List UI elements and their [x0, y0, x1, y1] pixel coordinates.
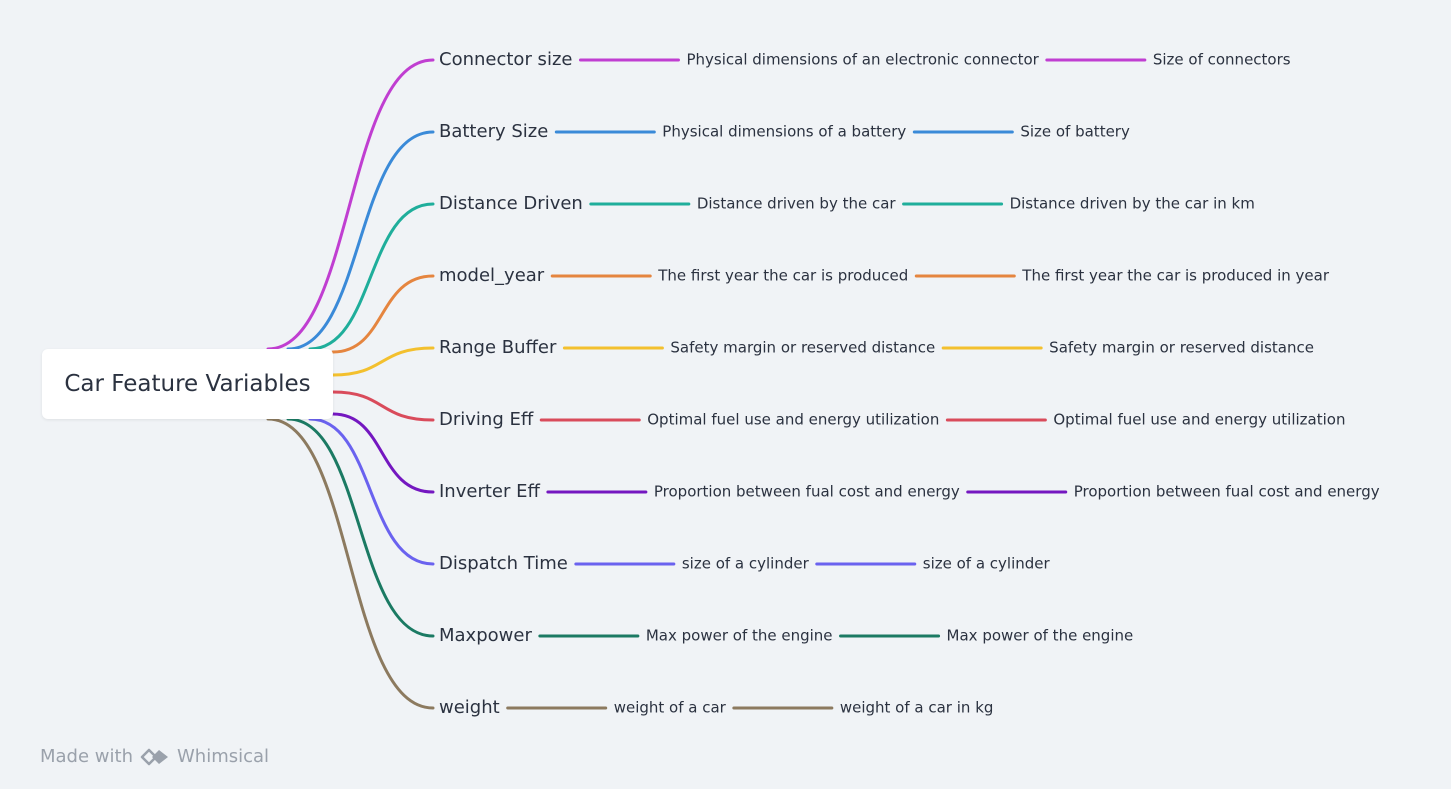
- made-with-label: Made with: [40, 746, 133, 767]
- branch-node[interactable]: weight: [439, 697, 500, 718]
- branch-leaf-node[interactable]: Safety margin or reserved distance: [1049, 338, 1314, 357]
- root-node[interactable]: Car Feature Variables: [42, 349, 333, 419]
- branch-connector: [266, 58, 435, 351]
- branch-node[interactable]: Distance Driven: [439, 193, 583, 214]
- branch-detail-node[interactable]: Physical dimensions of an electronic con…: [686, 50, 1039, 69]
- branch-leaf-node[interactable]: Max power of the engine: [946, 626, 1134, 645]
- branch-node[interactable]: Driving Eff: [439, 409, 534, 430]
- made-with-whimsical-badge[interactable]: Made with Whimsical: [40, 746, 269, 767]
- branch-connector: [331, 412, 435, 494]
- branch-connector: [286, 417, 435, 638]
- branch-node[interactable]: Maxpower: [439, 625, 532, 646]
- branch-node[interactable]: Battery Size: [439, 121, 549, 142]
- branch-detail-node[interactable]: Physical dimensions of a battery: [662, 122, 907, 141]
- branch-detail-node[interactable]: Distance driven by the car: [696, 194, 896, 213]
- branch-detail-node[interactable]: Max power of the engine: [645, 626, 833, 645]
- whimsical-logo-icon: [140, 748, 168, 765]
- branch-leaf-node[interactable]: Distance driven by the car in km: [1009, 194, 1255, 213]
- branch-node[interactable]: Inverter Eff: [439, 481, 540, 502]
- branch-connector: [308, 202, 435, 351]
- branch-connector: [331, 346, 435, 377]
- whimsical-brand-label: Whimsical: [176, 746, 270, 767]
- branch-node[interactable]: Range Buffer: [439, 337, 557, 358]
- branch-connector: [331, 274, 435, 354]
- branch-leaf-node[interactable]: Optimal fuel use and energy utilization: [1053, 410, 1346, 429]
- branch-detail-node[interactable]: The first year the car is produced: [658, 266, 909, 285]
- branch-leaf-node[interactable]: weight of a car in kg: [839, 698, 994, 717]
- branch-leaf-node[interactable]: Size of connectors: [1152, 50, 1291, 69]
- branch-detail-node[interactable]: weight of a car: [613, 698, 726, 717]
- branch-node[interactable]: Connector size: [439, 49, 573, 70]
- branch-detail-node[interactable]: Safety margin or reserved distance: [670, 338, 936, 357]
- branch-connector: [308, 417, 435, 566]
- branch-connector: [331, 390, 435, 422]
- branch-node[interactable]: model_year: [439, 265, 545, 286]
- root-node-label: Car Feature Variables: [64, 371, 311, 397]
- branch-node[interactable]: Dispatch Time: [439, 553, 568, 574]
- branch-detail-node[interactable]: size of a cylinder: [681, 554, 809, 573]
- branch-connector: [266, 417, 435, 710]
- branch-leaf-node[interactable]: Proportion between fual cost and energy: [1073, 482, 1380, 501]
- branch-leaf-node[interactable]: size of a cylinder: [922, 554, 1050, 573]
- branch-detail-node[interactable]: Optimal fuel use and energy utilization: [647, 410, 940, 429]
- branch-connector: [286, 130, 435, 351]
- branch-detail-node[interactable]: Proportion between fual cost and energy: [653, 482, 960, 501]
- branch-leaf-node[interactable]: The first year the car is produced in ye…: [1022, 266, 1330, 285]
- branch-leaf-node[interactable]: Size of battery: [1020, 122, 1130, 141]
